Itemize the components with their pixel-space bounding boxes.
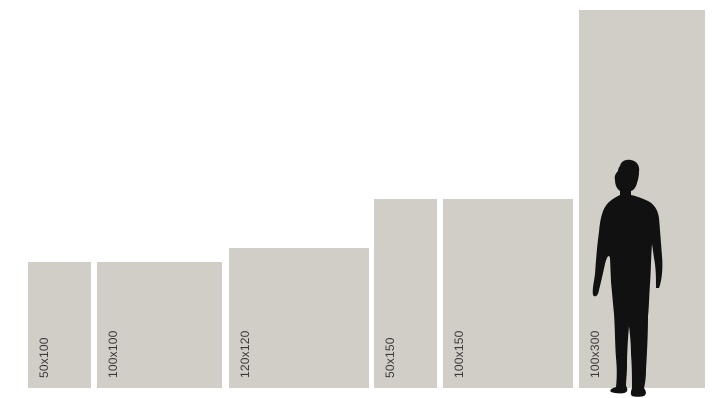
panel-100x100: 100x100 [97, 262, 222, 388]
panel-50x100: 50x100 [28, 262, 91, 388]
panel-label: 50x150 [383, 337, 397, 378]
panel-label: 50x100 [37, 337, 51, 378]
person-silhouette-icon [592, 159, 663, 397]
panel-label: 100x150 [452, 330, 466, 378]
panel-100x150: 100x150 [443, 199, 573, 388]
panel-label: 120x120 [238, 330, 252, 378]
panel-50x150: 50x150 [374, 199, 437, 388]
panel-120x120: 120x120 [229, 248, 369, 388]
panel-label: 100x100 [106, 330, 120, 378]
